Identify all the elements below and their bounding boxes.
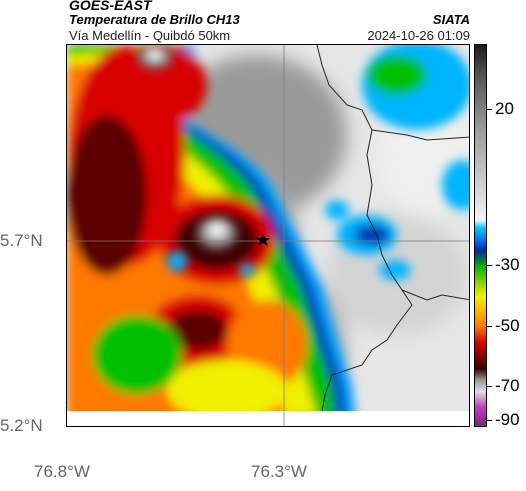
colorbar-tick <box>487 265 492 266</box>
satellite-map <box>67 45 469 426</box>
colorbar-label-20: 20 <box>495 99 514 118</box>
eastern-cells <box>167 45 469 280</box>
map-panel[interactable] <box>66 44 470 427</box>
timestamp-label: 2024-10-26 01:09 <box>367 28 470 43</box>
title-satellite: GOES-EAST <box>69 0 152 13</box>
colorbar-label-neg30: -30 <box>495 255 520 274</box>
organization-label: SIATA <box>432 12 470 27</box>
lon-label-76-8: 76.8°W <box>34 462 90 481</box>
no-data-band <box>67 411 469 426</box>
colorbar-tick <box>487 420 492 421</box>
country-border <box>316 45 413 412</box>
colorbar-tick <box>487 326 492 327</box>
region-border <box>371 129 469 141</box>
colorbar-label-neg50: -50 <box>495 316 520 335</box>
lat-label-5-2: 5.2°N <box>0 416 43 435</box>
colorbar-label-neg70: -70 <box>495 376 520 395</box>
lat-label-5-7: 5.7°N <box>0 231 43 250</box>
title-product: Temperatura de Brillo CH13 <box>69 12 240 27</box>
star-icon <box>256 233 270 246</box>
lon-label-76-3: 76.3°W <box>251 462 307 481</box>
subtitle-region: Vía Medellín - Quibdó 50km <box>69 28 231 43</box>
colorbar-label-neg90: -90 <box>495 410 520 429</box>
colorbar-tick <box>487 109 492 110</box>
temperature-colorbar <box>474 44 487 427</box>
colorbar-tick <box>487 386 492 387</box>
region-border-south <box>401 289 469 301</box>
